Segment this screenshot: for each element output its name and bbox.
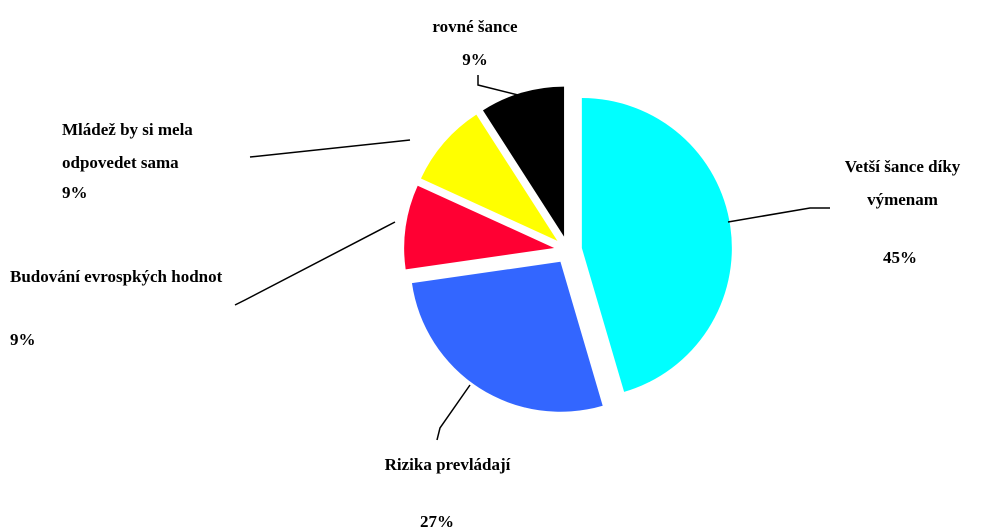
pie-slice [581,98,732,392]
leader-lines [234,75,830,441]
leader-line [727,207,830,223]
leader-line [249,139,411,158]
leader-line [436,384,471,441]
leader-line [234,221,396,306]
slice-label: Budování evrospkých hodnot [10,267,223,286]
slice-label: Rizika prevládají [384,455,511,474]
value-label: 9% [462,50,488,69]
leader-line [477,75,519,96]
slice-label: Mládež by si mela odpovedet sama [62,120,193,172]
pie-slice [420,114,558,241]
value-label: 9% [10,330,36,349]
slice-label: rovné šance [432,17,518,36]
slice-label: Vetší šance díky výmenam [844,157,961,209]
pie-slice [482,86,565,237]
value-label: 9% [62,183,88,202]
value-label: 27% [420,512,454,531]
value-label: 45% [883,248,917,267]
pie-slice [411,261,603,412]
pie-slice [404,185,555,270]
